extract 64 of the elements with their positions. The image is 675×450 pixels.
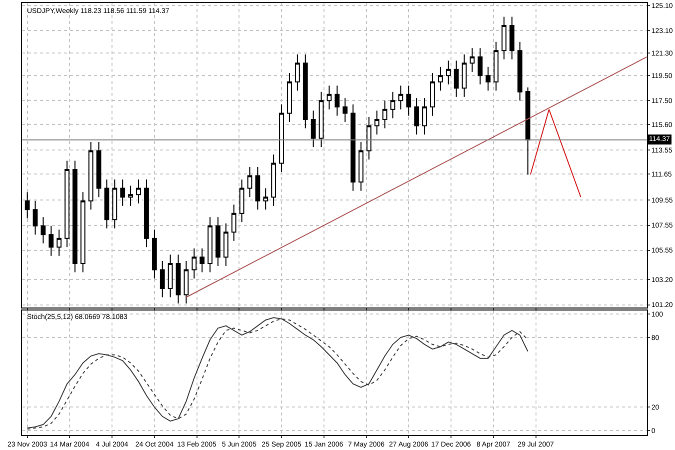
candlestick (478, 48, 483, 85)
candlestick (525, 86, 530, 176)
candlestick (263, 188, 268, 210)
candlestick (136, 179, 141, 204)
candlestick (152, 229, 157, 279)
candlestick (112, 179, 118, 229)
candlestick (24, 192, 30, 219)
candlestick (216, 216, 220, 266)
candlestick (422, 98, 427, 135)
candlestick (120, 179, 126, 206)
candlestick (208, 216, 212, 273)
candlestick (48, 225, 54, 256)
candlestick (438, 66, 443, 92)
candlestick (446, 60, 451, 85)
candlestick (454, 60, 459, 98)
candlestick (342, 98, 348, 122)
candlestick (279, 104, 284, 173)
candlestick (144, 179, 149, 248)
candlestick (168, 254, 173, 298)
candlestick (302, 54, 308, 129)
candlestick (502, 16, 506, 60)
candlestick (32, 200, 38, 236)
candlestick (56, 229, 62, 256)
candlestick (80, 192, 86, 273)
candlestick (223, 222, 228, 266)
candlestick (318, 91, 324, 148)
candlestick (160, 260, 165, 298)
candlestick (294, 54, 300, 92)
candlestick (271, 154, 276, 206)
candlestick (310, 110, 316, 148)
candlestick (40, 216, 46, 244)
candlestick (176, 254, 181, 304)
candlestick (462, 54, 467, 98)
candlestick (366, 116, 372, 160)
candlestick (192, 248, 197, 279)
candlestick (104, 179, 110, 229)
candlestick (358, 141, 364, 192)
candlestick (239, 179, 244, 223)
candlestick (247, 166, 252, 198)
candlestick (231, 204, 236, 242)
candlestick (64, 160, 70, 248)
candlestick (72, 160, 78, 273)
candlestick (382, 100, 388, 129)
candlestick (96, 141, 102, 198)
candlestick (486, 66, 491, 92)
candlestick (398, 85, 404, 110)
candlestick (88, 141, 94, 210)
candlestick (200, 248, 205, 273)
candlestick (390, 91, 396, 119)
candlestick (184, 260, 189, 304)
candlestick (255, 166, 260, 210)
candlestick (430, 72, 435, 116)
candlestick (287, 72, 292, 122)
candlestick (470, 48, 475, 72)
candlestick (128, 185, 134, 206)
candlestick (334, 85, 340, 116)
candlestick (406, 85, 412, 116)
candlestick (517, 41, 522, 102)
candlestick (374, 110, 380, 135)
candlestick (326, 85, 332, 110)
candlestick (509, 16, 514, 60)
candlestick (350, 104, 356, 192)
candlestick (494, 41, 498, 92)
candlestick (414, 98, 420, 135)
